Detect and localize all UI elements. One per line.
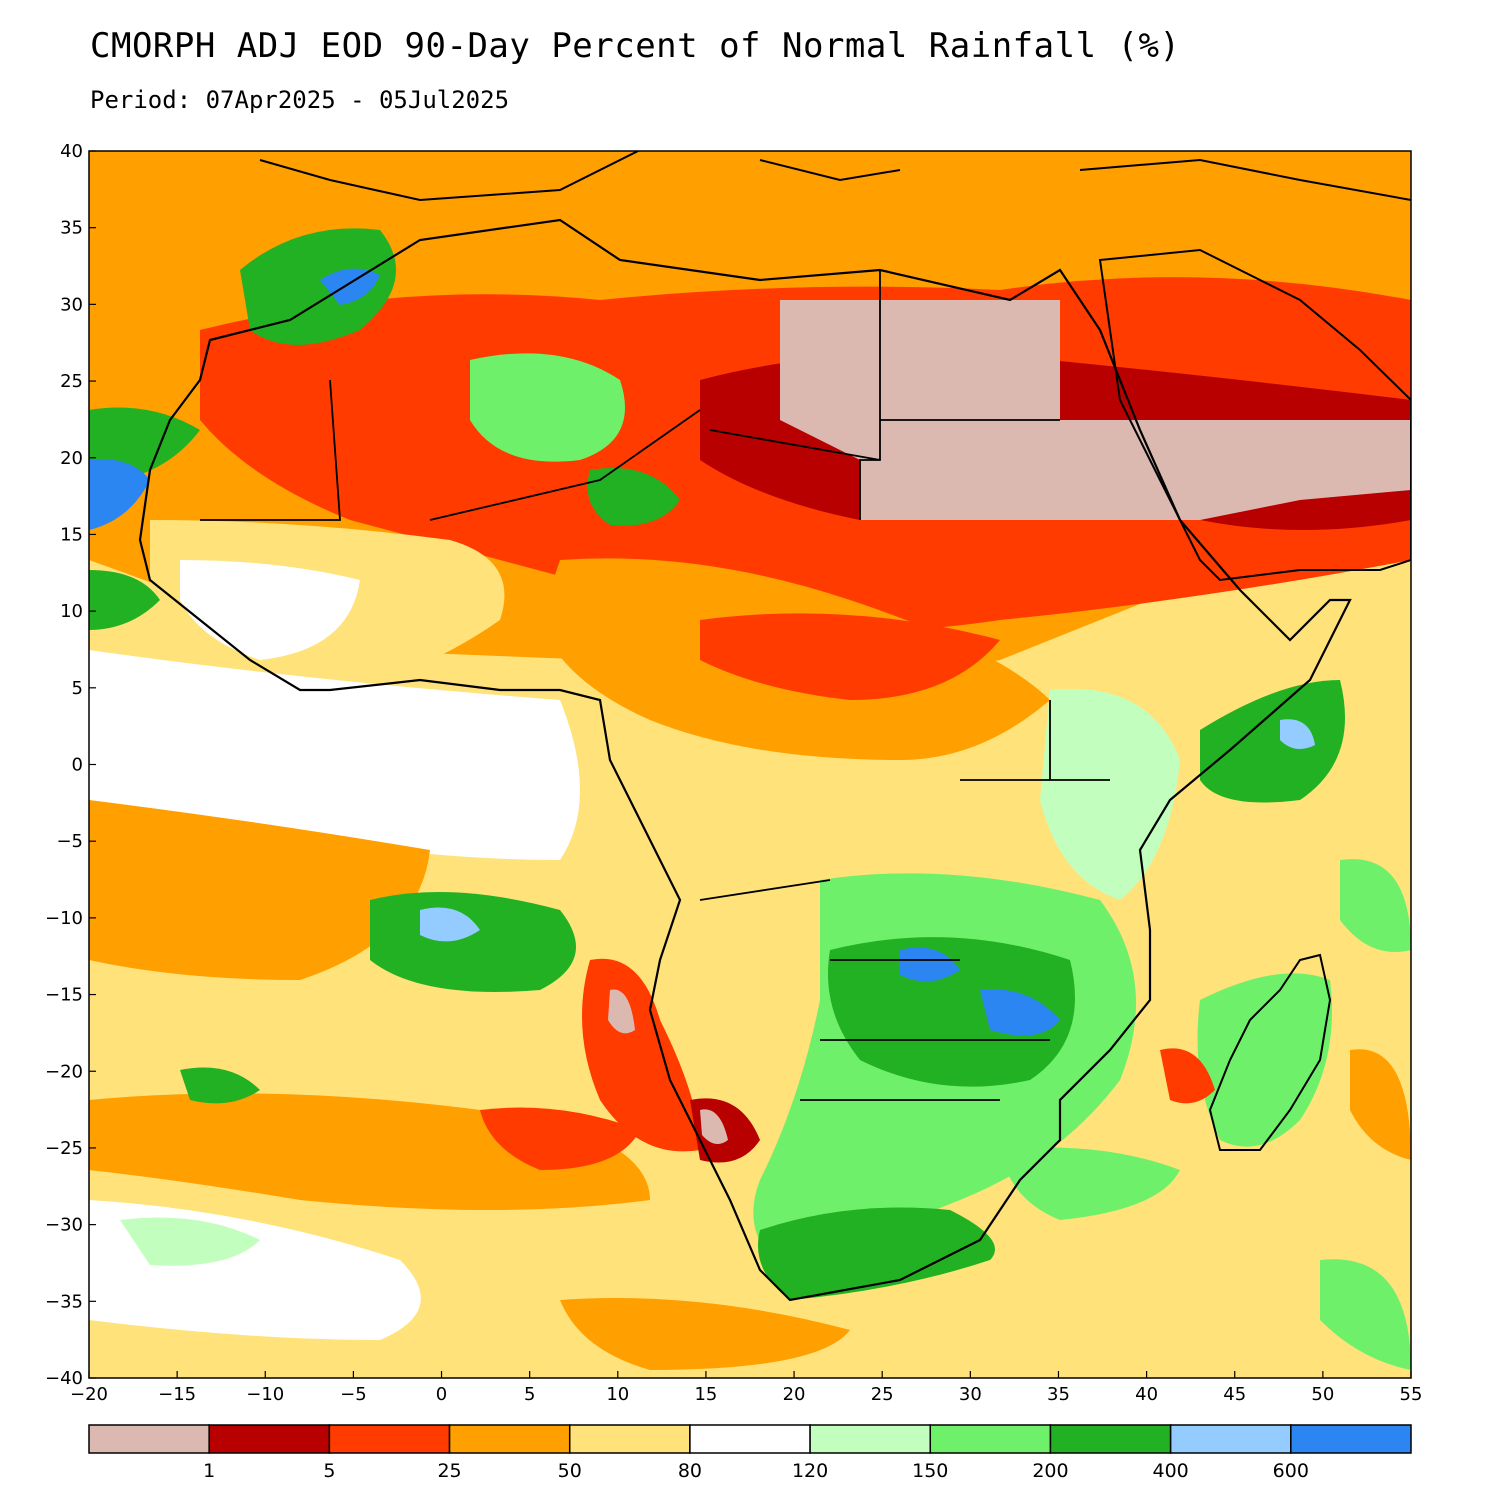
legend-swatch	[448, 1424, 571, 1454]
y-tick-label: 40	[60, 141, 83, 162]
x-tick-label: −20	[70, 1384, 108, 1405]
x-tick-label: −10	[246, 1384, 284, 1405]
legend-swatch	[929, 1424, 1052, 1454]
legend-label: 80	[678, 1460, 702, 1482]
y-tick-label: 25	[60, 371, 83, 392]
legend-swatch	[88, 1424, 210, 1454]
x-tick-label: 30	[959, 1384, 982, 1405]
x-tick-label: 40	[1135, 1384, 1158, 1405]
legend-swatch	[809, 1424, 932, 1454]
x-axis: −20 −15 −10 −5 0 5 10 15 20 25 30 35 40 45 50 55	[70, 1371, 1422, 1405]
y-tick-label: −25	[45, 1138, 83, 1159]
y-tick-label: −30	[45, 1215, 83, 1236]
legend-label: 50	[558, 1460, 582, 1482]
legend-label: 5	[323, 1460, 335, 1482]
rainfall-field	[89, 151, 1411, 1378]
x-tick-label: 25	[871, 1384, 894, 1405]
y-tick-label: 15	[60, 524, 83, 545]
legend-swatch	[328, 1424, 451, 1454]
period-subtitle: Period: 07Apr2025 - 05Jul2025	[90, 86, 510, 114]
y-tick-label: −10	[45, 908, 83, 929]
legend-label: 1	[203, 1460, 215, 1482]
x-tick-label: −5	[340, 1384, 367, 1405]
legend-swatch	[1049, 1424, 1172, 1454]
y-tick-label: −35	[45, 1291, 83, 1312]
legend-swatch	[1290, 1424, 1412, 1454]
x-tick-label: 20	[783, 1384, 806, 1405]
y-tick-label: 0	[72, 755, 83, 776]
legend-label: 200	[1032, 1460, 1068, 1482]
x-tick-label: 35	[1047, 1384, 1070, 1405]
y-tick-label: −40	[45, 1368, 83, 1389]
y-axis: 40 35 30 25 20 15 10 5 0 −5 −10 −15 −20 −25 −30 −35 −40	[45, 141, 96, 1389]
legend-label: 600	[1273, 1460, 1309, 1482]
x-tick-label: 15	[694, 1384, 717, 1405]
y-tick-label: 30	[60, 294, 83, 315]
color-legend: 1 5 25 50 80 120 150 200 400 600	[88, 1424, 1412, 1482]
legend-label: 25	[437, 1460, 461, 1482]
y-tick-label: 5	[72, 678, 83, 699]
x-tick-label: 0	[436, 1384, 447, 1405]
x-tick-label: 55	[1400, 1384, 1423, 1405]
x-tick-label: 45	[1223, 1384, 1246, 1405]
y-tick-label: 10	[60, 601, 83, 622]
map-title: CMORPH ADJ EOD 90-Day Percent of Normal …	[90, 26, 1181, 66]
y-tick-label: 35	[60, 218, 83, 239]
legend-swatch	[208, 1424, 331, 1454]
x-tick-label: −15	[158, 1384, 196, 1405]
y-tick-label: 20	[60, 448, 83, 469]
legend-label: 400	[1153, 1460, 1189, 1482]
legend-label: 120	[792, 1460, 828, 1482]
legend-swatch	[568, 1424, 691, 1454]
y-tick-label: −20	[45, 1061, 83, 1082]
y-tick-label: −15	[45, 985, 83, 1006]
x-tick-label: 50	[1311, 1384, 1334, 1405]
x-tick-label: 10	[606, 1384, 629, 1405]
legend-swatch	[689, 1424, 811, 1454]
x-tick-label: 5	[524, 1384, 535, 1405]
legend-label: 150	[912, 1460, 948, 1482]
y-tick-label: −5	[56, 831, 83, 852]
legend-swatch	[1169, 1424, 1292, 1454]
